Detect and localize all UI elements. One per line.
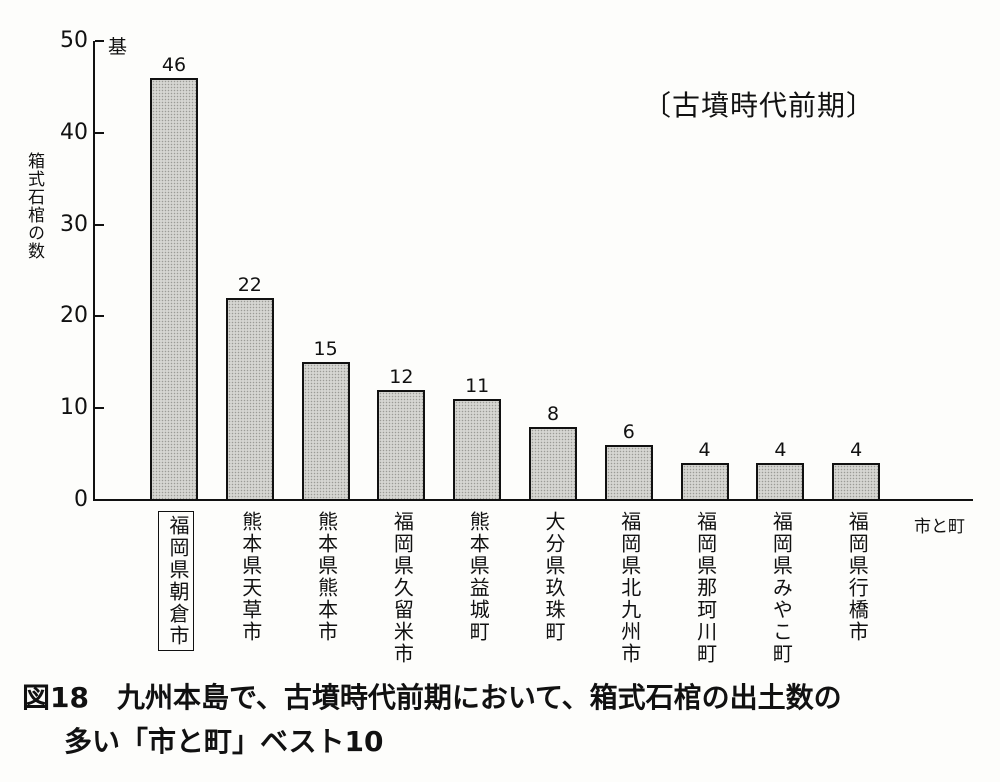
bar-value-label: 4 [774,439,787,462]
caption-line-1: 図18 九州本島で、古墳時代前期において、箱式石棺の出土数の [22,681,842,714]
bar-value-label: 22 [237,274,262,297]
y-unit-label: 基 [108,36,128,58]
y-tick-label: 20 [60,303,88,329]
bar [301,362,350,501]
y-tick [95,223,104,226]
x-category-label: 福岡県北九州市 [617,511,642,665]
bar [832,463,881,501]
x-axis-title: 市と町 [914,517,965,537]
y-tick-label: 0 [74,487,88,512]
y-tick [95,315,104,318]
y-axis-title: 箱式石棺の数 [24,152,44,260]
y-tick-label: 30 [60,211,88,237]
bar-value-label: 46 [161,53,187,76]
x-category-label: 熊本県益城町 [466,511,491,643]
bar-value-label: 8 [546,402,560,425]
bar-value-label: 4 [698,439,711,462]
x-category-label: 福岡県みやこ町 [769,511,794,665]
bar [453,399,502,501]
bar [150,77,198,501]
y-axis [93,41,95,501]
bar-value-label: 11 [465,375,490,398]
figure-caption: 図18 九州本島で、古墳時代前期において、箱式石棺の出土数の 多い「市と町」ベス… [22,676,992,764]
x-category-label: 福岡県朝倉市 [158,511,194,651]
y-tick-label: 50 [60,28,88,53]
bar-value-label: 15 [313,338,338,361]
x-category-label: 熊本県天草市 [238,511,263,643]
bar-value-label: 12 [389,365,414,388]
y-tick [95,40,104,42]
x-category-label: 福岡県行橋市 [845,511,870,643]
bar [377,389,426,501]
bar-value-label: 6 [622,420,635,443]
x-category-label: 福岡県久留米市 [390,511,415,665]
y-tick [95,131,104,134]
bar [225,298,274,501]
bar [529,426,577,501]
y-tick [95,407,104,410]
x-category-label: 福岡県那珂川町 [693,511,718,665]
caption-line-2: 多い「市と町」ベスト10 [64,725,384,758]
bar [756,463,805,501]
y-tick-label: 40 [60,119,88,145]
y-tick [95,499,104,501]
bar-value-label: 4 [850,439,863,462]
y-tick-label: 10 [60,395,88,421]
bar [680,463,729,501]
period-label: 〔古墳時代前期〕 [643,89,876,122]
bar [604,444,653,501]
x-category-label: 熊本県熊本市 [314,511,339,643]
x-category-label: 大分県玖珠町 [542,511,566,643]
